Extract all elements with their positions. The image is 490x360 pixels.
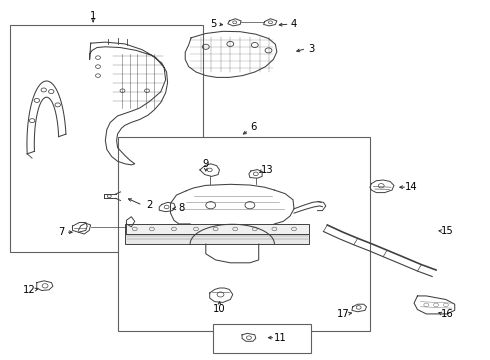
Text: 3: 3 [308, 44, 314, 54]
Text: 2: 2 [146, 200, 153, 210]
Text: 5: 5 [210, 19, 217, 29]
Bar [125, 234, 309, 244]
Text: 8: 8 [178, 203, 184, 213]
Text: 6: 6 [250, 122, 257, 132]
Text: 12: 12 [23, 285, 36, 295]
Text: 16: 16 [441, 309, 453, 319]
Text: 9: 9 [202, 159, 209, 169]
Bar [118, 137, 370, 331]
Text: 10: 10 [213, 304, 226, 314]
Bar [10, 25, 203, 252]
Bar [125, 224, 309, 234]
Text: 14: 14 [405, 182, 418, 192]
Text: 11: 11 [274, 333, 287, 343]
Text: 1: 1 [90, 11, 97, 21]
Text: 17: 17 [337, 309, 349, 319]
Text: 13: 13 [261, 165, 274, 175]
Text: 7: 7 [58, 227, 65, 237]
Text: 4: 4 [291, 19, 297, 29]
Text: 15: 15 [441, 226, 453, 236]
Bar [213, 324, 311, 353]
